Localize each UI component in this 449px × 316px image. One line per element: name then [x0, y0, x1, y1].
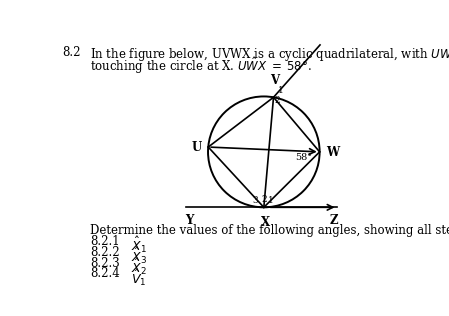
Text: 8.2.4: 8.2.4: [90, 267, 120, 280]
Text: W: W: [326, 146, 340, 159]
Text: 1: 1: [268, 196, 274, 205]
Text: 8.2: 8.2: [62, 46, 81, 59]
Text: $\hat{X}_3$: $\hat{X}_3$: [131, 246, 147, 266]
Text: Determine the values of the following angles, showing all steps and reasons:: Determine the values of the following an…: [90, 224, 449, 237]
Text: 8.2.1: 8.2.1: [90, 235, 120, 248]
Text: In the figure below, UVWX is a cyclic quadrilateral, with $\mathit{UW}$$\|$$\mat: In the figure below, UVWX is a cyclic qu…: [90, 46, 449, 64]
Text: touching the circle at X. $U\hat{W}X\;=\;58°$.: touching the circle at X. $U\hat{W}X\;=\…: [90, 55, 312, 76]
Text: 1: 1: [277, 87, 283, 95]
Text: $\hat{X}_1$: $\hat{X}_1$: [131, 235, 146, 255]
Text: U: U: [192, 141, 202, 154]
Text: 8.2.3: 8.2.3: [90, 257, 120, 270]
Text: Y: Y: [185, 214, 194, 227]
Text: 3: 3: [252, 196, 258, 205]
Text: Z: Z: [330, 214, 339, 227]
Text: 2: 2: [262, 195, 268, 204]
Text: 8.2.2: 8.2.2: [90, 246, 120, 259]
Text: 58°: 58°: [295, 153, 313, 161]
Text: $\hat{X}_2$: $\hat{X}_2$: [131, 257, 146, 277]
Text: V: V: [270, 74, 280, 87]
Text: 2: 2: [275, 96, 280, 105]
Text: X: X: [261, 216, 270, 229]
Text: $\hat{V}_1$: $\hat{V}_1$: [131, 267, 146, 288]
